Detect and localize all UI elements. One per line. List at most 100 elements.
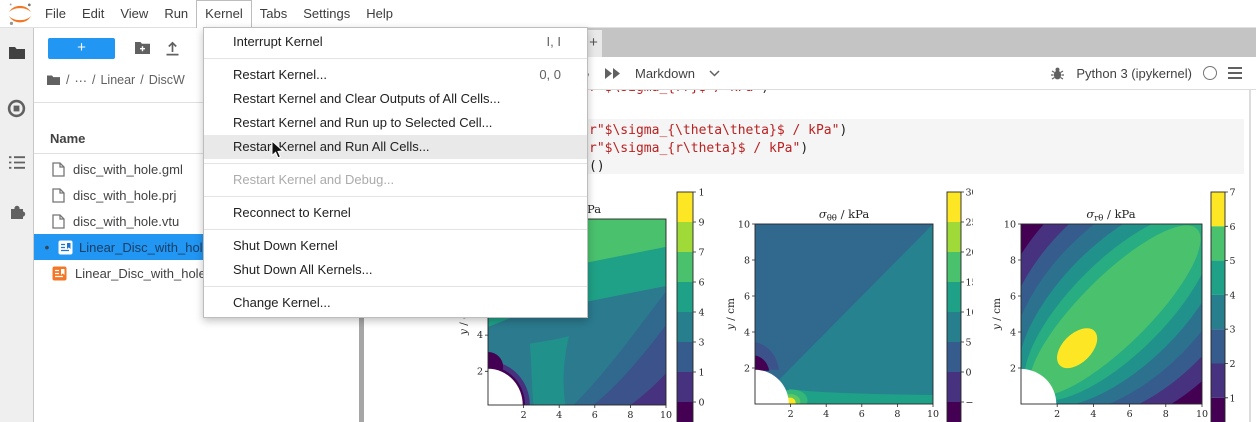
y-tick: 10	[738, 220, 750, 231]
breadcrumb-ellipsis[interactable]: ⋯	[74, 73, 87, 88]
x-tick: 4	[556, 410, 562, 421]
figure-sigma-tt: σθθ / kPa 2 4 6 8 10	[725, 188, 974, 422]
notebook-scrollbar[interactable]	[1249, 89, 1251, 422]
run-all-icon[interactable]	[604, 67, 621, 80]
upload-icon[interactable]	[165, 40, 180, 59]
chevron-down-icon[interactable]	[709, 69, 720, 77]
menubar-item-settings[interactable]: Settings	[303, 5, 351, 21]
menubar-item-file[interactable]: File	[45, 5, 66, 21]
code-line[interactable]: r"$\sigma_{\theta\theta}$ / kPa")	[589, 123, 848, 138]
debugger-icon[interactable]	[1050, 66, 1065, 81]
menu-item-reconnect-kernel[interactable]: Reconnect to Kernel	[233, 205, 351, 220]
colorbar-tick: 0.0	[699, 398, 706, 409]
file-row-prj[interactable]: disc_with_hole.prj	[34, 182, 359, 208]
colorbar-tick: 0	[966, 368, 972, 379]
menubar-item-help[interactable]: Help	[366, 5, 393, 21]
colorbar-tick: 20	[966, 248, 974, 259]
breadcrumb-item-current[interactable]: DiscW	[148, 73, 185, 87]
menubar-item-edit[interactable]: Edit	[81, 5, 105, 21]
shortcut: I, I	[546, 34, 561, 49]
colorbar-tick: −5	[966, 398, 974, 409]
menu-item-shut-down-kernel[interactable]: Shut Down Kernel	[233, 238, 338, 253]
colorbar-tick: 4.5	[699, 308, 706, 319]
file-row-notebook[interactable]: Linear_Disc_with_hole	[34, 260, 359, 286]
menu-item-restart-kernel[interactable]: Restart Kernel... 0, 0	[204, 63, 587, 87]
file-browser-icon[interactable]	[0, 39, 33, 65]
menubar-item-kernel[interactable]: Kernel	[196, 0, 252, 28]
x-tick: 8	[627, 410, 633, 421]
file-icon	[52, 187, 65, 203]
new-folder-icon[interactable]	[134, 40, 151, 58]
breadcrumb-item-linear[interactable]: Linear	[100, 73, 136, 87]
file-icon	[52, 161, 65, 177]
x-tick: 2	[1054, 409, 1060, 420]
code-line[interactable]: r"$\sigma_{r\theta}$ / kPa")	[589, 141, 809, 156]
file-name: Linear_Disc_with_hole	[75, 265, 206, 281]
y-tick: 2	[1010, 364, 1016, 375]
notebook-icon	[58, 240, 73, 254]
menu-item-restart-debug: Restart Kernel and Debug...	[233, 172, 395, 187]
breadcrumb-sep: /	[66, 73, 70, 87]
file-list-header-name[interactable]: Name	[50, 131, 86, 146]
table-of-contents-icon[interactable]	[0, 149, 33, 175]
colorbar-tick: 15	[966, 278, 974, 289]
colorbar-tick: 1.5	[699, 368, 706, 379]
colorbar-tick: 10.5	[699, 188, 706, 199]
menubar-item-run[interactable]: Run	[164, 5, 189, 21]
colorbar-tick: 9.0	[699, 218, 706, 229]
code-line[interactable]: ()	[589, 159, 605, 174]
colorbar-tick: 4	[1230, 290, 1236, 301]
contour-map	[1021, 224, 1203, 404]
kernel-running-dot: •	[44, 239, 50, 255]
file-name: disc_with_hole.prj	[73, 187, 177, 203]
colorbar-tick: 25	[966, 218, 974, 229]
file-row-vtu[interactable]: disc_with_hole.vtu	[34, 208, 359, 234]
contour-map	[755, 224, 933, 404]
file-row-gml[interactable]: disc_with_hole.gml	[34, 156, 359, 182]
x-tick: 4	[823, 409, 829, 420]
colorbar-tick: 3.0	[699, 338, 706, 349]
menubar-item-tabs[interactable]: Tabs	[259, 5, 288, 21]
menu-separator	[204, 229, 587, 230]
x-tick: 6	[592, 410, 598, 421]
x-tick: 6	[1127, 409, 1133, 420]
menubar: File Edit View Run Kernel Tabs Settings …	[0, 0, 1256, 28]
colorbar-tick: 2	[1230, 359, 1236, 370]
divider-line	[34, 153, 359, 154]
kernel-status-icon[interactable]	[1203, 66, 1217, 80]
kernel-name[interactable]: Python 3 (ipykernel)	[1076, 65, 1192, 81]
menu-item-interrupt-kernel[interactable]: Interrupt Kernel I, I	[204, 30, 587, 54]
y-axis-label: y / cm	[991, 298, 1003, 331]
file-name: disc_with_hole.gml	[73, 161, 183, 177]
menu-separator	[204, 196, 587, 197]
colorbar: 10.5 9.0 7.5 6.0 4.5 3.0 1.5 0.0 −1.5	[676, 188, 706, 422]
menubar-item-view[interactable]: View	[120, 5, 149, 21]
add-tab-button[interactable]: +	[585, 30, 602, 57]
home-folder-icon[interactable]	[46, 74, 61, 86]
menu-separator	[204, 58, 587, 59]
breadcrumb-sep: /	[140, 73, 144, 87]
divider-line	[34, 102, 359, 103]
colorbar-tick: 6	[1230, 222, 1236, 233]
new-launcher-button[interactable]: +	[48, 38, 115, 59]
notebook-icon	[52, 266, 67, 280]
menu-item-shut-down-all-kernels[interactable]: Shut Down All Kernels...	[233, 262, 373, 277]
file-browser-toolbar: +	[34, 33, 359, 61]
breadcrumb: / ⋯ / Linear / DiscW	[46, 71, 185, 89]
code-line-clipped[interactable]: r"$\sigma_{rr}$ / kPa")	[589, 89, 769, 95]
figure-sigma-rt: σrθ / kPa 2 4 6 8 10	[991, 188, 1236, 422]
colorbar-tick: 5	[1230, 256, 1236, 267]
menu-item-restart-run-up-to-selected[interactable]: Restart Kernel and Run up to Selected Ce…	[233, 115, 493, 130]
x-tick: 2	[788, 409, 794, 420]
running-kernels-icon[interactable]	[0, 95, 33, 121]
menu-item-restart-clear-outputs[interactable]: Restart Kernel and Clear Outputs of All …	[233, 91, 501, 106]
extension-manager-icon[interactable]	[0, 199, 33, 225]
toolbar-menu-icon[interactable]	[1228, 67, 1242, 79]
y-tick: 4	[744, 328, 750, 339]
colorbar: 30 25 20 15 10 5 0 −5 −10	[946, 188, 974, 422]
menu-separator	[204, 286, 587, 287]
menu-item-change-kernel[interactable]: Change Kernel...	[233, 295, 331, 310]
menu-item-restart-run-all[interactable]: Restart Kernel and Run All Cells...	[204, 135, 587, 159]
cell-type-dropdown[interactable]: Markdown	[635, 65, 695, 81]
y-tick: 4	[477, 330, 483, 341]
